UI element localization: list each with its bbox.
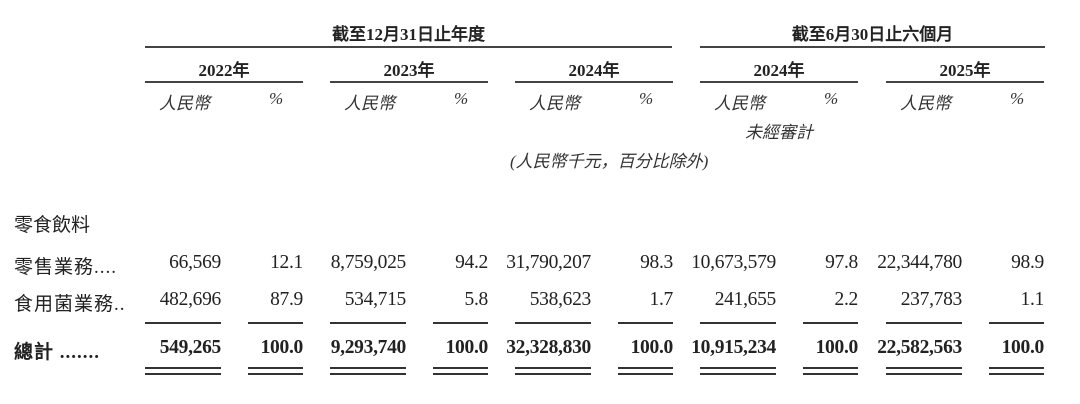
- amount-cell: 32,328,830: [506, 337, 591, 358]
- total-double-underline: [330, 367, 406, 369]
- year-rule: [330, 81, 488, 83]
- percent-cell: 98.9: [1011, 252, 1044, 273]
- amount-cell: 22,582,563: [877, 337, 962, 358]
- percent-cell: 12.1: [270, 252, 303, 273]
- percent-cell: 100.0: [1001, 337, 1045, 358]
- unit-note: (人民幣千元，百分比除外): [510, 152, 709, 171]
- subtotal-underline: [618, 322, 673, 324]
- percent-cell: 97.8: [825, 252, 858, 273]
- amount-cell: 66,569: [169, 252, 221, 273]
- year-header: 2025年: [939, 61, 991, 80]
- amount-cell: 10,673,579: [691, 252, 776, 273]
- total-double-underline: [145, 367, 221, 369]
- amount-cell: 10,915,234: [691, 337, 776, 358]
- currency-label: 人民幣: [344, 94, 395, 113]
- subtotal-underline: [330, 322, 406, 324]
- total-double-underline: [886, 367, 962, 369]
- currency-label: 人民幣: [714, 94, 765, 113]
- currency-label: 人民幣: [529, 94, 580, 113]
- percent-cell: 100.0: [815, 337, 859, 358]
- amount-cell: 8,759,025: [330, 252, 407, 273]
- subtotal-underline: [700, 322, 776, 324]
- total-double-underline: [989, 373, 1044, 375]
- year-rule: [700, 81, 858, 83]
- percent-label: %: [269, 89, 284, 108]
- subtotal-underline: [515, 322, 591, 324]
- year-header: 2022年: [198, 61, 250, 80]
- amount-cell: 538,623: [529, 289, 592, 310]
- total-double-underline: [803, 373, 858, 375]
- amount-cell: 241,655: [714, 289, 777, 310]
- percent-cell: 87.9: [270, 289, 303, 310]
- subtotal-underline: [248, 322, 303, 324]
- amount-cell: 22,344,780: [877, 252, 962, 273]
- total-double-underline: [248, 367, 303, 369]
- percent-cell: 94.2: [455, 252, 488, 273]
- percent-cell: 100.0: [445, 337, 489, 358]
- percent-label: %: [1010, 89, 1025, 108]
- row-label: 食用菌業務..: [14, 294, 126, 315]
- group-rule-six-months: [700, 46, 1045, 48]
- percent-cell: 100.0: [260, 337, 304, 358]
- row-label: 零售業務....: [14, 257, 118, 278]
- amount-cell: 482,696: [159, 289, 222, 310]
- percent-label: %: [824, 89, 839, 108]
- year-rule: [515, 81, 673, 83]
- year-header: 2024年: [568, 61, 620, 80]
- unaudited-label: 未經審計: [745, 123, 813, 142]
- subtotal-underline: [989, 322, 1044, 324]
- total-double-underline: [330, 373, 406, 375]
- total-double-underline: [248, 373, 303, 375]
- group-rule-year-end: [145, 46, 672, 48]
- currency-label: 人民幣: [159, 94, 210, 113]
- percent-label: %: [639, 89, 654, 108]
- percent-cell: 100.0: [630, 337, 674, 358]
- total-double-underline: [700, 367, 776, 369]
- subtotal-underline: [886, 322, 962, 324]
- percent-cell: 1.7: [649, 289, 674, 310]
- year-header: 2024年: [753, 61, 805, 80]
- percent-label: %: [454, 89, 469, 108]
- total-double-underline: [989, 367, 1044, 369]
- percent-cell: 2.2: [834, 289, 859, 310]
- percent-cell: 1.1: [1020, 289, 1045, 310]
- group-header-year-end: 截至12月31日止年度: [332, 25, 485, 44]
- total-double-underline: [515, 367, 591, 369]
- total-double-underline: [700, 373, 776, 375]
- total-double-underline: [433, 367, 488, 369]
- subtotal-underline: [145, 322, 221, 324]
- amount-cell: 9,293,740: [330, 337, 407, 358]
- amount-cell: 31,790,207: [506, 252, 591, 273]
- percent-cell: 5.8: [464, 289, 489, 310]
- total-double-underline: [515, 373, 591, 375]
- row-label: 總計 .......: [14, 342, 101, 363]
- amount-cell: 534,715: [344, 289, 407, 310]
- amount-cell: 237,783: [900, 289, 963, 310]
- currency-label: 人民幣: [900, 94, 951, 113]
- subtotal-underline: [803, 322, 858, 324]
- year-rule: [145, 81, 303, 83]
- total-double-underline: [618, 367, 673, 369]
- total-double-underline: [886, 373, 962, 375]
- subtotal-underline: [433, 322, 488, 324]
- total-double-underline: [433, 373, 488, 375]
- total-double-underline: [803, 367, 858, 369]
- total-double-underline: [618, 373, 673, 375]
- year-header: 2023年: [383, 61, 435, 80]
- total-double-underline: [145, 373, 221, 375]
- percent-cell: 98.3: [640, 252, 673, 273]
- group-header-six-months: 截至6月30日止六個月: [791, 25, 954, 44]
- year-rule: [886, 81, 1044, 83]
- amount-cell: 549,265: [159, 337, 222, 358]
- section-label: 零食飲料: [14, 215, 91, 236]
